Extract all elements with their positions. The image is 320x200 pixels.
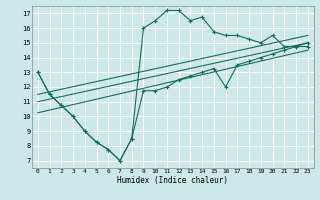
X-axis label: Humidex (Indice chaleur): Humidex (Indice chaleur): [117, 176, 228, 185]
